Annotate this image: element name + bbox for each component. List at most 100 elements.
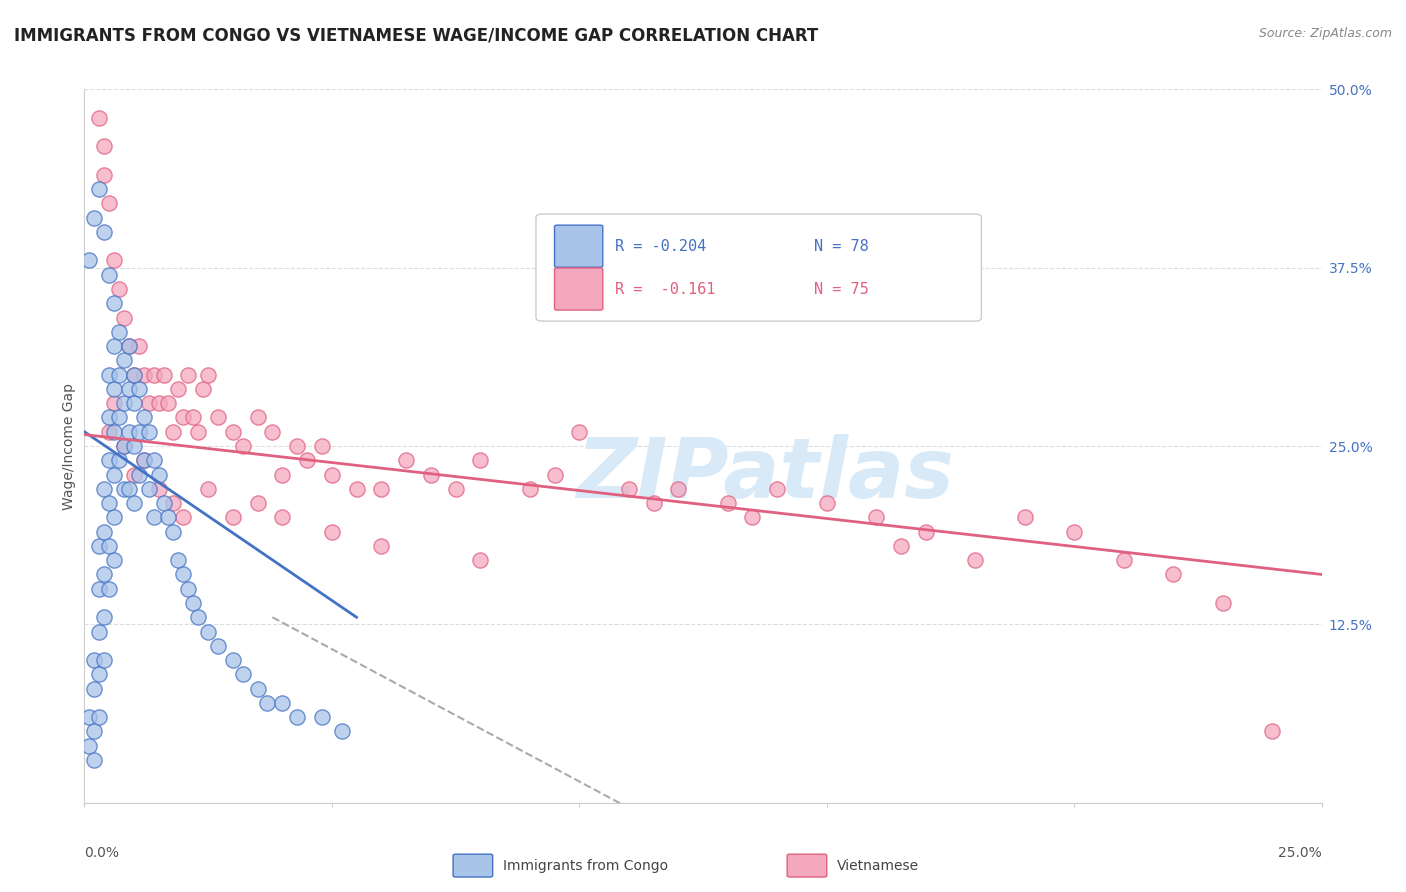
Point [197, 368, 219, 382]
Point [132, 368, 155, 382]
Text: R =  -0.161: R = -0.161 [616, 282, 716, 296]
Point [470, 553, 492, 567]
Point [321, 524, 343, 539]
Point [444, 482, 467, 496]
Point [295, 453, 318, 467]
Point [177, 582, 200, 596]
Point [138, 396, 160, 410]
Point [1261, 724, 1284, 739]
Point [519, 482, 541, 496]
Point [132, 410, 155, 425]
Point [222, 425, 245, 439]
Point [246, 681, 269, 696]
Point [138, 482, 160, 496]
Point [207, 410, 229, 425]
Point [98, 582, 121, 596]
Point [177, 368, 200, 382]
Point [118, 339, 141, 353]
Point [112, 439, 135, 453]
Point [152, 368, 174, 382]
Point [128, 467, 150, 482]
Point [112, 310, 135, 325]
Point [118, 382, 141, 396]
Point [197, 482, 219, 496]
Point [865, 510, 887, 524]
Point [643, 496, 665, 510]
Point [112, 396, 135, 410]
Point [346, 482, 368, 496]
Point [83, 653, 105, 667]
Point [108, 410, 131, 425]
Point [470, 453, 492, 467]
Point [122, 396, 145, 410]
Point [108, 453, 131, 467]
Point [103, 382, 125, 396]
Point [232, 667, 254, 681]
Point [666, 482, 689, 496]
Point [118, 425, 141, 439]
Point [122, 467, 145, 482]
Point [93, 139, 115, 153]
Point [187, 425, 209, 439]
Point [128, 425, 150, 439]
Point [83, 681, 105, 696]
Text: Vietnamese: Vietnamese [837, 859, 918, 872]
FancyBboxPatch shape [554, 225, 603, 268]
Point [148, 396, 170, 410]
Point [103, 467, 125, 482]
Point [222, 653, 245, 667]
Point [181, 596, 204, 610]
Point [1112, 553, 1135, 567]
Point [142, 453, 165, 467]
FancyBboxPatch shape [554, 268, 603, 310]
Point [172, 510, 194, 524]
Point [98, 196, 121, 211]
Point [890, 539, 912, 553]
Point [1161, 567, 1184, 582]
Point [98, 410, 121, 425]
Point [914, 524, 936, 539]
Point [197, 624, 219, 639]
Point [98, 496, 121, 510]
Point [98, 453, 121, 467]
Point [89, 667, 111, 681]
Point [89, 111, 111, 125]
Point [167, 382, 190, 396]
Point [568, 425, 591, 439]
FancyBboxPatch shape [536, 214, 981, 321]
Point [172, 567, 194, 582]
Point [271, 510, 294, 524]
Point [152, 496, 174, 510]
Point [815, 496, 838, 510]
Point [93, 610, 115, 624]
Point [122, 368, 145, 382]
Point [138, 425, 160, 439]
Text: R = -0.204: R = -0.204 [616, 239, 706, 253]
Point [98, 425, 121, 439]
Y-axis label: Wage/Income Gap: Wage/Income Gap [62, 383, 76, 509]
Point [98, 539, 121, 553]
Point [370, 539, 392, 553]
Point [79, 253, 101, 268]
Point [157, 510, 180, 524]
Point [132, 453, 155, 467]
Point [1063, 524, 1085, 539]
Point [79, 710, 101, 724]
Point [103, 296, 125, 310]
Point [98, 268, 121, 282]
Point [83, 753, 105, 767]
Point [543, 467, 565, 482]
Point [766, 482, 789, 496]
Point [311, 439, 333, 453]
Point [162, 425, 184, 439]
Point [167, 553, 190, 567]
Point [617, 482, 640, 496]
Point [89, 539, 111, 553]
Point [285, 439, 308, 453]
Point [103, 510, 125, 524]
Point [93, 482, 115, 496]
Point [162, 496, 184, 510]
Point [172, 410, 194, 425]
Point [128, 339, 150, 353]
Point [148, 467, 170, 482]
